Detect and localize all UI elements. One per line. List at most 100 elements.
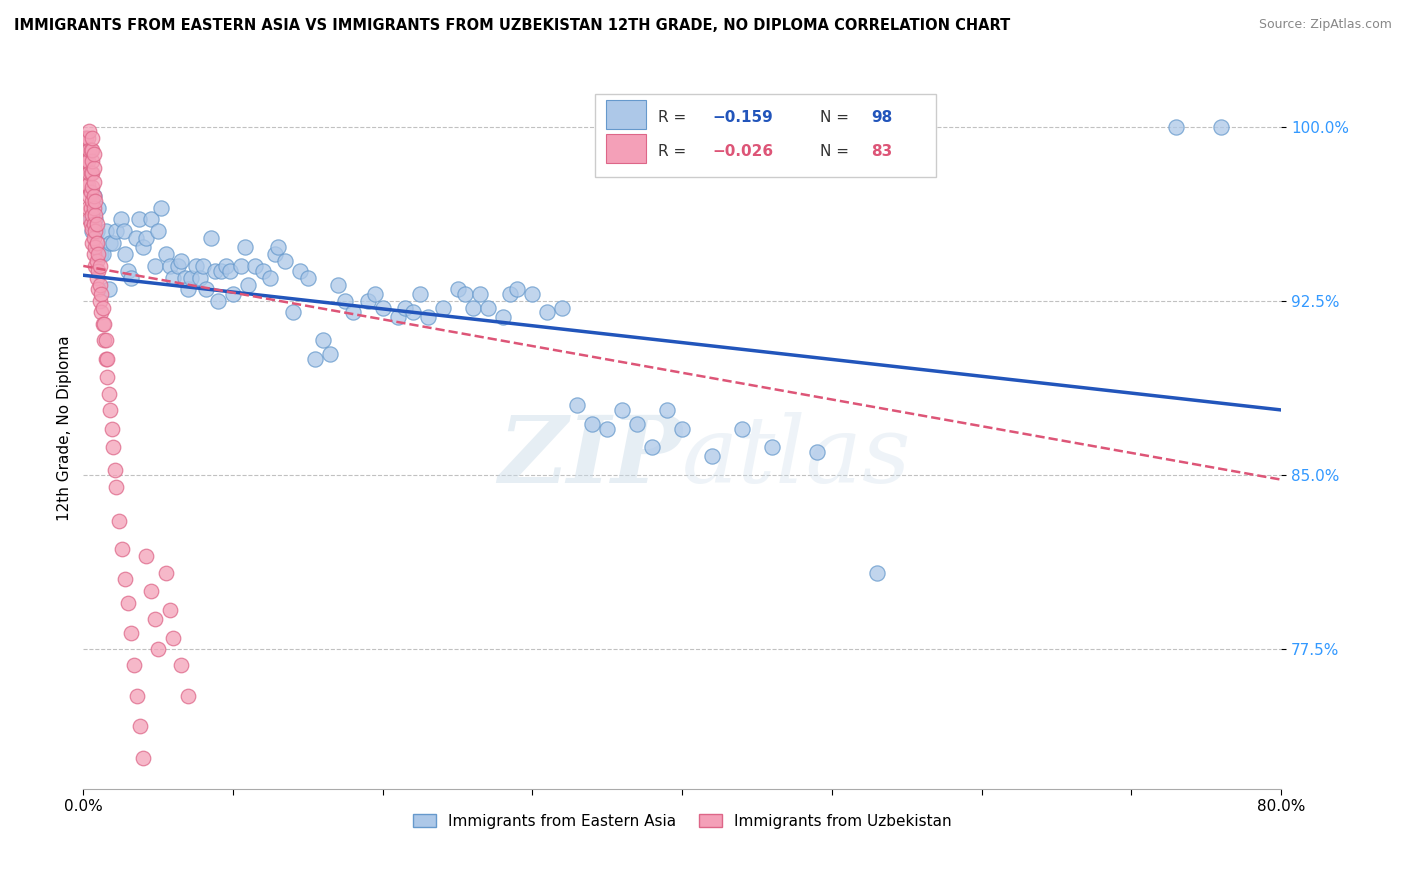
- Point: [80, 201, 103, 215]
- Point: [83, 189, 105, 203]
- Point: [77, 166, 100, 180]
- Point: [105, 480, 128, 494]
- Point: [169, 658, 191, 673]
- Point: [335, 293, 357, 308]
- Point: [135, 231, 157, 245]
- Point: [259, 270, 281, 285]
- Point: [702, 450, 724, 464]
- Point: [120, 270, 142, 285]
- Point: [357, 293, 380, 308]
- Point: [209, 263, 232, 277]
- Point: [117, 263, 139, 277]
- Point: [103, 440, 125, 454]
- Point: [146, 224, 169, 238]
- Point: [200, 231, 222, 245]
- Point: [127, 689, 149, 703]
- Point: [83, 189, 105, 203]
- Point: [207, 293, 229, 308]
- Point: [174, 270, 197, 285]
- Point: [245, 259, 267, 273]
- Point: [162, 631, 184, 645]
- Point: [77, 143, 100, 157]
- Point: [111, 542, 134, 557]
- Point: [83, 147, 105, 161]
- Point: [567, 398, 589, 412]
- Point: [468, 286, 491, 301]
- Point: [97, 282, 120, 296]
- Point: [89, 247, 111, 261]
- Point: [290, 263, 312, 277]
- Text: atlas: atlas: [682, 412, 911, 502]
- Point: [454, 286, 477, 301]
- Text: R =: R =: [658, 110, 692, 125]
- Point: [499, 286, 522, 301]
- Point: [551, 301, 574, 315]
- Point: [155, 247, 177, 261]
- Point: [86, 217, 108, 231]
- Point: [252, 263, 274, 277]
- Point: [100, 421, 122, 435]
- Point: [98, 235, 121, 250]
- Text: 83: 83: [872, 144, 893, 159]
- Point: [84, 224, 107, 238]
- Point: [581, 417, 603, 431]
- Point: [409, 286, 432, 301]
- Point: [522, 286, 544, 301]
- Point: [82, 180, 104, 194]
- Point: [177, 689, 200, 703]
- Point: [86, 224, 108, 238]
- Point: [83, 201, 105, 215]
- Point: [1166, 120, 1188, 134]
- Point: [267, 240, 290, 254]
- Point: [236, 277, 259, 292]
- Point: [84, 194, 107, 208]
- Point: [143, 612, 166, 626]
- Point: [93, 317, 115, 331]
- Y-axis label: 12th Grade, No Diploma: 12th Grade, No Diploma: [58, 335, 72, 521]
- Point: [233, 240, 256, 254]
- Point: [304, 351, 326, 366]
- Point: [214, 259, 236, 273]
- Point: [108, 515, 131, 529]
- Point: [866, 566, 889, 580]
- Point: [1211, 120, 1233, 134]
- Point: [104, 463, 127, 477]
- Point: [159, 259, 181, 273]
- Point: [139, 212, 162, 227]
- Point: [73, 131, 96, 145]
- Point: [491, 310, 513, 324]
- Point: [364, 286, 387, 301]
- Point: [177, 282, 200, 296]
- Point: [82, 131, 104, 145]
- Point: [84, 240, 107, 254]
- Point: [83, 217, 105, 231]
- Point: [75, 178, 97, 192]
- Point: [132, 751, 155, 765]
- Point: [219, 263, 242, 277]
- Point: [195, 282, 218, 296]
- Text: Source: ZipAtlas.com: Source: ZipAtlas.com: [1258, 18, 1392, 31]
- Point: [94, 224, 117, 238]
- Point: [114, 573, 136, 587]
- Point: [97, 386, 120, 401]
- Point: [120, 626, 142, 640]
- Point: [87, 201, 110, 215]
- Point: [342, 305, 364, 319]
- Point: [761, 440, 783, 454]
- Point: [84, 259, 107, 273]
- Point: [159, 603, 181, 617]
- Point: [612, 403, 634, 417]
- Point: [596, 421, 619, 435]
- Point: [96, 351, 118, 366]
- Point: [91, 301, 114, 315]
- Point: [125, 231, 148, 245]
- Point: [402, 305, 425, 319]
- Point: [114, 247, 136, 261]
- Point: [89, 259, 111, 273]
- Point: [93, 333, 115, 347]
- Text: −0.026: −0.026: [713, 144, 773, 159]
- Text: IMMIGRANTS FROM EASTERN ASIA VS IMMIGRANTS FROM UZBEKISTAN 12TH GRADE, NO DIPLOM: IMMIGRANTS FROM EASTERN ASIA VS IMMIGRAN…: [14, 18, 1011, 33]
- Point: [128, 212, 150, 227]
- Point: [80, 217, 103, 231]
- Point: [91, 317, 114, 331]
